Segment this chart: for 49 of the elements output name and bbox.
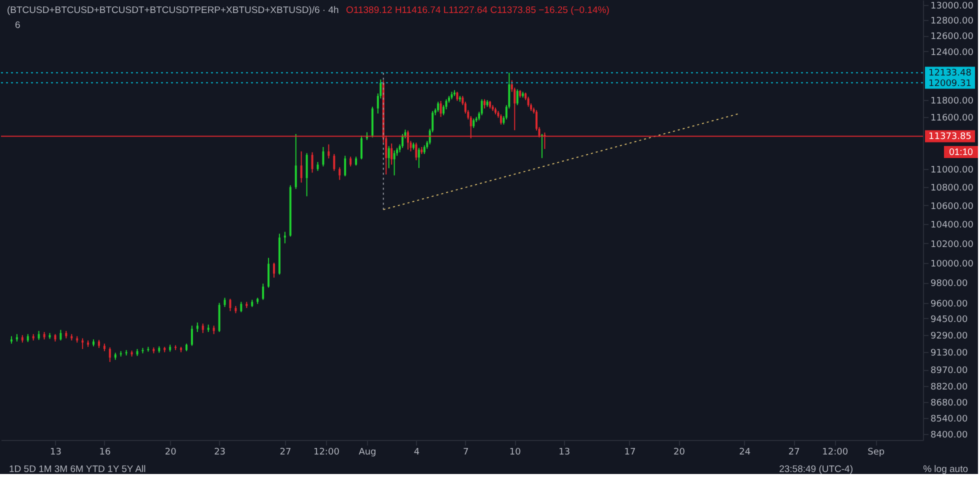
x-tick-label: 13 [50,448,62,458]
y-tick-label: 10000.00 [930,259,974,270]
x-tick-label: 16 [99,448,111,458]
ref-line-label: 12009.31 [928,78,972,89]
x-tick-label: 13 [558,448,570,458]
text: % log auto [923,464,968,475]
x-tick-label: 20 [673,448,686,458]
text: O11389.12 H11416.74 L11227.64 C11373.85 −16.25 (−0.14%) [346,5,610,16]
x-tick-label: 7 [463,448,469,458]
x-tick-label: 20 [164,448,177,458]
y-tick-label: 10400.00 [930,220,974,231]
y-tick-label: 8540.00 [930,414,968,424]
x-tick-label: Sep [868,448,885,458]
ref-line-label: 12133.48 [928,68,972,79]
x-tick-label: 23 [214,448,226,458]
text: 1D 5D 1M 3M 6M YTD 1Y 5Y All [9,464,146,475]
y-tick-label: 11800.00 [930,96,974,107]
y-tick-label: 9600.00 [930,299,968,310]
x-tick-label: 12:00 [313,448,340,458]
y-tick-label: 13000.00 [930,1,974,12]
annotation: 6 [15,20,20,31]
y-tick-label: 8680.00 [930,398,968,408]
y-tick-label: 8970.00 [930,366,968,376]
y-tick-label: 9450.00 [930,314,968,325]
y-tick-label: 12400.00 [930,48,974,58]
x-tick-label: 27 [280,448,292,458]
y-tick-label: 8820.00 [930,382,968,393]
text: 01:10 [949,147,973,158]
x-tick-label: 17 [624,448,636,458]
text: 23:58:49 (UTC-4) [779,464,853,475]
y-tick-label: 10600.00 [930,202,974,212]
y-tick-label: 9290.00 [930,332,968,342]
y-tick-label: 10800.00 [930,184,974,194]
x-tick-label: 4 [414,448,420,458]
text: (BTCUSD+BTCUSD+BTCUSDT+BTCUSDTPERP+XBTUSD+XBTUSD)/6 · 4h [7,5,339,16]
x-tick-label: 27 [788,448,800,458]
y-tick-label: 11000.00 [930,166,974,176]
y-tick-label: 12800.00 [930,16,974,27]
x-tick-label: Aug [358,448,376,458]
x-tick-label: 12:00 [822,448,848,458]
y-tick-label: 8400.00 [930,430,968,441]
x-tick-label: 24 [739,448,751,458]
x-tick-label: 10 [509,448,522,458]
y-tick-label: 11600.00 [930,113,974,124]
y-tick-label: 12600.00 [930,32,974,42]
ref-line-label: 11373.85 [928,132,972,142]
y-tick-label: 10200.00 [930,240,974,250]
y-tick-label: 9130.00 [930,348,968,359]
y-tick-label: 9800.00 [930,279,968,290]
